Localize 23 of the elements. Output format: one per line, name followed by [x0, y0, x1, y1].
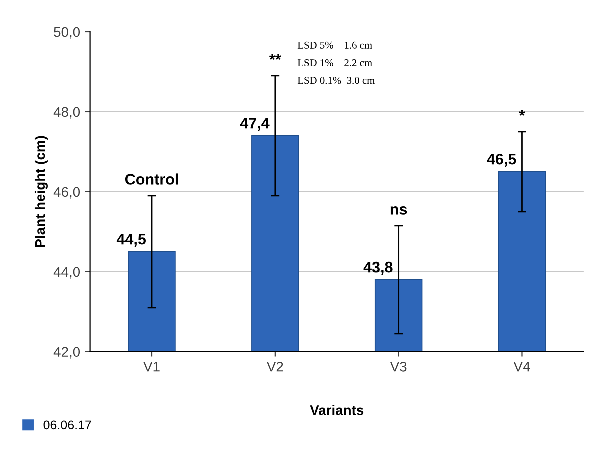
annotation: * [519, 110, 526, 116]
x-axis-title: Variants [310, 405, 364, 416]
y-tick-label: 44,0 [54, 267, 80, 279]
annotation: ns [390, 206, 408, 215]
annotation: LSD 1% 2.2 cm [298, 59, 372, 67]
legend-label: 06.06.17 [44, 420, 92, 430]
annotation: LSD 0.1% 3.0 cm [298, 77, 376, 84]
annotation: LSD 5% 1.6 cm [298, 42, 372, 49]
y-tick-label: 46,0 [54, 187, 80, 199]
data-label: 43,8 [364, 262, 393, 275]
x-tick-label: V2 [266, 362, 284, 372]
y-tick-label: 50,0 [54, 27, 80, 39]
data-label: 46,5 [487, 154, 516, 167]
x-tick-label: V4 [514, 362, 530, 372]
x-tick-label: V3 [390, 362, 407, 372]
x-tick-label: V1 [144, 362, 160, 372]
y-axis-title: Plant height (cm) [34, 136, 48, 248]
y-tick-label: 48,0 [54, 107, 80, 119]
y-tick-label: 42,0 [54, 347, 80, 359]
data-label: 44,5 [116, 234, 146, 247]
annotation: ** [270, 54, 282, 60]
annotation: Control [125, 174, 178, 185]
data-label: 47,4 [240, 118, 270, 131]
